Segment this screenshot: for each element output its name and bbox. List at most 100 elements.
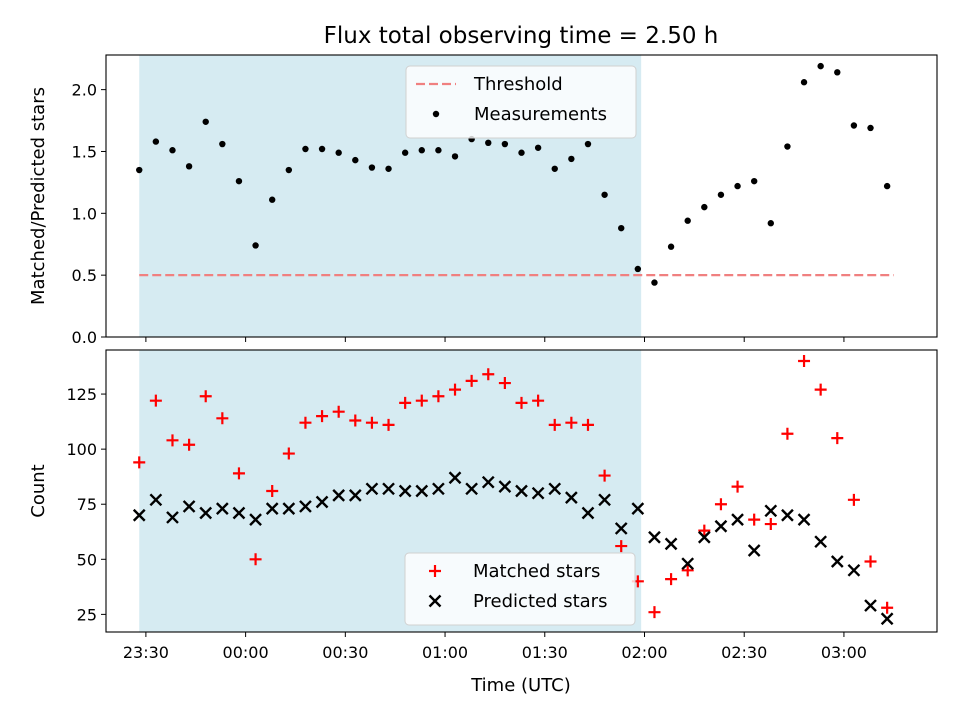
data-point	[831, 432, 844, 445]
data-point	[764, 518, 777, 531]
data-point	[382, 418, 395, 431]
data-point	[418, 147, 425, 154]
data-point	[265, 502, 279, 515]
data-point	[152, 138, 160, 145]
data-point	[282, 502, 296, 515]
data-point	[701, 203, 708, 211]
data-point	[764, 504, 778, 518]
data-point	[881, 601, 894, 614]
data-point	[398, 484, 412, 498]
y-tick-label: 1.5	[72, 142, 97, 161]
data-point	[534, 144, 542, 151]
data-point	[299, 500, 312, 513]
data-point	[352, 156, 359, 164]
data-point	[501, 140, 509, 148]
legend-label: Predicted stars	[473, 591, 607, 612]
data-point	[133, 456, 146, 469]
data-point	[665, 573, 678, 586]
data-point	[235, 177, 243, 185]
data-point	[784, 143, 791, 150]
plot-frame	[105, 349, 938, 633]
data-point	[349, 414, 362, 427]
data-point	[415, 394, 428, 407]
data-point	[581, 418, 594, 431]
data-point	[651, 279, 658, 286]
data-point	[834, 69, 841, 76]
data-point	[830, 555, 844, 568]
data-point	[432, 390, 445, 403]
data-point	[169, 147, 176, 154]
data-point	[399, 396, 412, 409]
data-point	[136, 166, 143, 174]
data-point	[482, 368, 495, 381]
data-point	[565, 416, 578, 429]
data-point	[415, 484, 429, 498]
y-tick-label: 2.0	[72, 81, 97, 100]
data-point	[631, 502, 645, 515]
y-tick-label: 0.5	[72, 266, 97, 285]
data-point	[850, 122, 858, 129]
data-point	[481, 475, 495, 489]
data-point	[717, 191, 725, 198]
data-point	[734, 182, 741, 190]
data-point	[581, 506, 595, 520]
data-point	[365, 482, 379, 496]
data-point	[634, 265, 642, 273]
data-point	[515, 396, 528, 409]
data-point	[598, 469, 611, 482]
data-point	[232, 467, 245, 480]
data-point	[531, 486, 545, 500]
data-point	[318, 145, 326, 153]
legend-box	[404, 552, 636, 626]
data-point	[185, 163, 193, 170]
data-point	[883, 182, 891, 190]
data-point	[767, 220, 774, 227]
data-point	[435, 147, 442, 154]
series-measurements	[136, 62, 891, 286]
legend-label: Matched stars	[473, 561, 600, 582]
y-tick-label: 25	[77, 605, 97, 624]
data-point	[667, 243, 675, 250]
data-point	[664, 537, 678, 551]
data-point	[615, 540, 628, 553]
data-point	[249, 513, 262, 526]
data-point	[432, 482, 445, 496]
data-point	[684, 217, 691, 224]
data-point	[814, 535, 828, 549]
data-point	[548, 482, 562, 496]
data-point	[149, 493, 163, 507]
data-point	[681, 557, 695, 571]
data-point	[800, 79, 808, 86]
data-point	[465, 374, 478, 387]
data-point	[266, 485, 279, 497]
legend-box	[405, 65, 637, 139]
data-point	[199, 390, 212, 403]
data-point	[614, 522, 628, 535]
data-point	[781, 508, 794, 522]
y-tick-label: 50	[77, 550, 97, 569]
legend-marker-swatch	[429, 565, 441, 577]
data-point	[584, 140, 592, 148]
data-point	[798, 355, 811, 368]
data-point	[867, 124, 874, 132]
x-tick-label: 01:30	[522, 643, 568, 662]
data-point	[249, 553, 262, 566]
y-tick-label: 0.0	[72, 328, 97, 347]
data-point	[316, 410, 329, 423]
data-point	[219, 140, 226, 148]
legend: Matched stars Predicted stars	[404, 552, 636, 626]
data-point	[880, 612, 894, 626]
data-point	[149, 394, 162, 407]
data-point	[714, 498, 727, 511]
data-point	[232, 506, 246, 520]
data-point	[465, 482, 478, 496]
data-point	[215, 502, 229, 515]
data-point	[781, 427, 794, 440]
data-point	[498, 480, 512, 493]
data-point	[332, 405, 345, 418]
data-point	[518, 149, 525, 156]
data-point	[598, 493, 611, 507]
data-point	[551, 165, 558, 172]
data-point	[385, 165, 392, 172]
data-point	[166, 511, 179, 524]
